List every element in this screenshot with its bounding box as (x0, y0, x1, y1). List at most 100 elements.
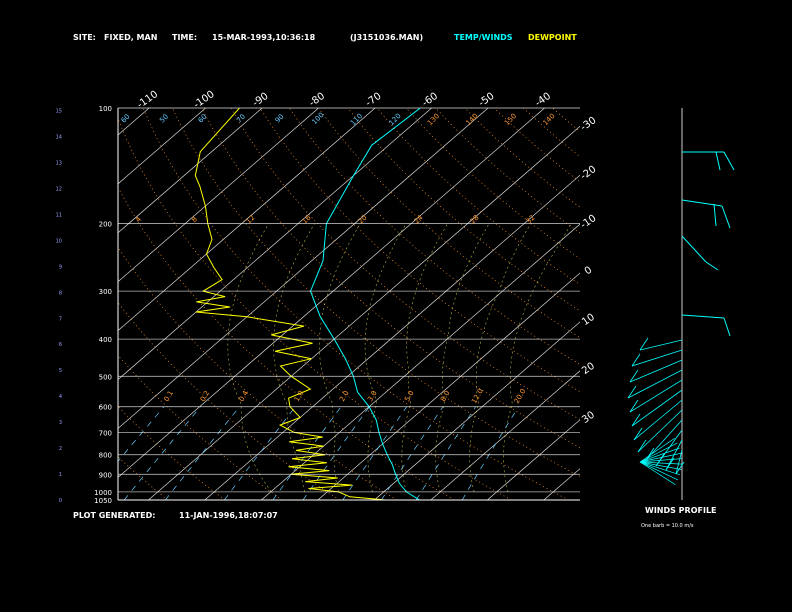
top-temp-label: -40 (533, 91, 553, 109)
adiabat-label-top: 50 (158, 113, 170, 125)
mixing-ratio-label: 5.0 (403, 389, 415, 403)
isotherm-line (317, 272, 580, 500)
wind-barb-flag (713, 203, 717, 227)
isotherm-line (118, 108, 545, 478)
wind-barb-shaft (645, 419, 683, 461)
pressure-label: 400 (99, 336, 112, 344)
wind-fan-line (639, 461, 681, 476)
height-tick-label: 6 (59, 342, 62, 348)
pressure-label: 100 (99, 105, 112, 113)
wind-fan-line (639, 461, 679, 481)
wind-barb-flag (639, 337, 649, 351)
wind-barb-flag (705, 261, 719, 271)
pressure-label: 700 (99, 429, 112, 437)
mixing-ratio-label: 8.0 (439, 389, 451, 403)
isotherm-line (118, 108, 150, 136)
height-tick-label: 13 (56, 161, 62, 167)
pressure-label: 600 (99, 404, 112, 412)
height-tick-label: 5 (59, 368, 62, 374)
wind-barb-shaft (639, 339, 683, 351)
top-temp-label: -60 (420, 91, 440, 109)
top-temp-label: -70 (364, 91, 384, 109)
mixing-ratio-label: 0.1 (163, 389, 175, 403)
plot-generated-label: PLOT GENERATED: (73, 511, 156, 520)
dry-adiabat (611, 108, 792, 500)
mixing-ratio-label: 20.0 (513, 387, 528, 405)
wind-barb-flag (633, 427, 643, 441)
isotherm-line (118, 108, 432, 380)
dry-adiabat (318, 108, 580, 338)
wind-barb-flag (629, 369, 639, 383)
height-tick-label: 9 (59, 264, 62, 270)
wind-fan-line (639, 461, 682, 470)
isotherm-line (543, 468, 580, 500)
isotherm-line (118, 108, 263, 234)
pressure-label: 300 (99, 288, 112, 296)
height-tick-label: 14 (56, 135, 62, 141)
top-temp-label: -90 (251, 91, 271, 109)
pressure-label: 1050 (94, 497, 112, 505)
isotherm-line (374, 321, 580, 500)
wind-barb-flag (629, 399, 639, 413)
height-tick-label: 0 (59, 498, 62, 504)
legend-temp-winds: TEMP/WINDS (454, 33, 513, 42)
isotherm-line (118, 108, 489, 429)
adiabat-label-top: 110 (349, 112, 364, 127)
pressure-label: 200 (99, 221, 112, 229)
mixing-ratio-line (165, 406, 240, 500)
mixing-ratio-label: 0.2 (199, 389, 211, 403)
isotherm-line (430, 370, 580, 500)
moist-adiabat (319, 223, 361, 492)
wind-barb-flag (627, 385, 637, 399)
plot-area (0, 108, 792, 500)
dry-adiabat (118, 405, 226, 500)
time-value: 15-MAR-1993,10:36:18 (212, 33, 316, 42)
wind-fan-line (639, 458, 682, 463)
adiabat-label-top: 130 (426, 112, 441, 127)
dry-adiabat (376, 108, 580, 286)
wind-barb-shaft (681, 235, 707, 263)
wind-barb-flag (721, 205, 731, 229)
right-temp-label: -10 (579, 213, 599, 231)
legend-dewpoint: DEWPOINT (528, 33, 577, 42)
dry-adiabat (435, 108, 580, 234)
moist-adiabat (401, 223, 448, 492)
wind-fan-line (639, 461, 682, 465)
height-tick-label: 2 (59, 446, 62, 452)
adiabat-label-mid: 20 (357, 214, 369, 226)
wind-barb-shaft (675, 449, 683, 475)
right-temp-label: 20 (580, 361, 597, 377)
winds-profile-title: WINDS PROFILE (645, 506, 717, 515)
mixing-ratio-line (381, 406, 444, 500)
dry-adiabat (0, 108, 110, 500)
mixing-ratio-line (123, 406, 201, 500)
site-value: FIXED, MAN (104, 33, 158, 42)
wind-barb-flag (655, 453, 665, 467)
wind-fan-line (639, 452, 682, 463)
wind-barb-flag (675, 461, 685, 475)
height-tick-label: 7 (59, 316, 62, 322)
wind-barb-shaft (633, 399, 683, 441)
wind-barb-shaft (637, 409, 683, 453)
wind-barb-flag (715, 151, 721, 171)
height-tick-label: 8 (59, 290, 62, 296)
wind-barb-shaft (629, 379, 683, 413)
top-temp-label: -80 (307, 91, 327, 109)
height-tick-label: 12 (56, 186, 62, 192)
moist-adiabat (503, 223, 572, 492)
dry-adiabat (142, 108, 569, 500)
wind-fan-line (639, 442, 678, 463)
isotherm-line (261, 223, 580, 500)
mixing-ratio-line (342, 406, 408, 500)
mixing-ratio-label: 2.0 (338, 389, 350, 403)
dry-adiabat (464, 108, 580, 208)
dry-adiabat (347, 108, 580, 312)
adiabat-label-top: 140 (542, 112, 557, 127)
wind-fan-line (639, 437, 675, 463)
isotherm-line (148, 125, 580, 500)
isotherm-line (118, 108, 376, 332)
mixing-ratio-line (461, 406, 519, 500)
pressure-label: 900 (99, 471, 112, 479)
adiabat-label-mid: 4 (134, 215, 143, 224)
dry-adiabat (523, 108, 580, 158)
